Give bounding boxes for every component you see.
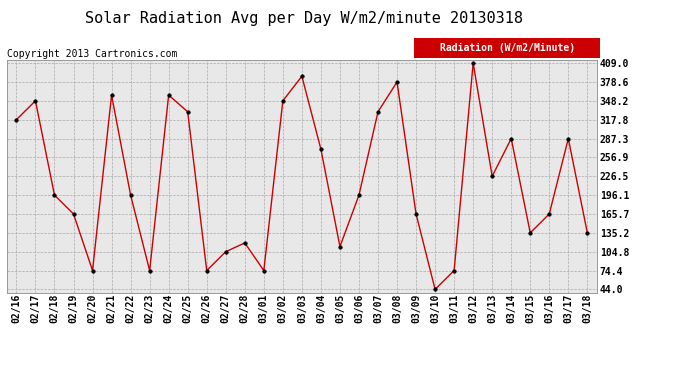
Text: Copyright 2013 Cartronics.com: Copyright 2013 Cartronics.com [7,49,177,59]
Text: Radiation (W/m2/Minute): Radiation (W/m2/Minute) [440,43,575,53]
Text: Solar Radiation Avg per Day W/m2/minute 20130318: Solar Radiation Avg per Day W/m2/minute … [85,11,522,26]
